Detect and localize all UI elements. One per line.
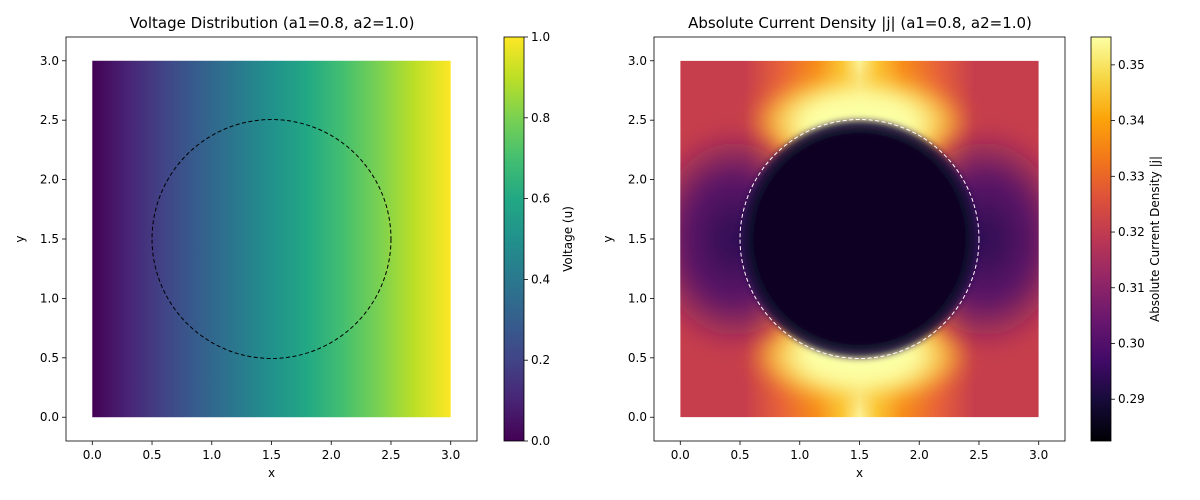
y-tick-label: 2.0: [628, 173, 647, 187]
colorbar-tick-label: 0.6: [531, 192, 550, 206]
y-tick-label: 0.0: [40, 410, 59, 424]
y-tick-label: 1.5: [40, 232, 59, 246]
voltage-chart-title: Voltage Distribution (a1=0.8, a2=1.0): [130, 14, 415, 32]
y-tick-label: 2.5: [628, 113, 647, 127]
y-tick-label: 1.0: [628, 291, 647, 305]
current-density-colorbar-ticks: 0.29 0.30 0.31 0.32 0.33 0.34 0.35: [1111, 58, 1145, 406]
colorbar-tick-label: 0.32: [1118, 225, 1145, 239]
x-tick-label: 0.5: [142, 448, 161, 462]
current-density-chart-title: Absolute Current Density |j| (a1=0.8, a2…: [688, 14, 1032, 32]
voltage-colorbar-ticks: 0.0 0.2 0.4 0.6 0.8 1.0: [524, 30, 550, 448]
voltage-colorbar: [504, 37, 524, 441]
colorbar-tick-label: 0.33: [1118, 169, 1145, 183]
x-tick-label: 0.0: [83, 448, 102, 462]
x-tick-label: 0.0: [671, 448, 690, 462]
x-tick-label: 1.5: [262, 448, 281, 462]
voltage-inclusion-circle: [151, 119, 392, 359]
y-tick-label: 0.5: [628, 351, 647, 365]
voltage-colorbar-frame: [503, 36, 525, 442]
current-density-inclusion-circle: [739, 119, 980, 359]
x-tick-label: 3.0: [441, 448, 460, 462]
current-density-x-ticks: 0.0 0.5 1.0 1.5 2.0 2.5 3.0: [671, 441, 1048, 462]
current-density-y-ticks: 0.0 0.5 1.0 1.5 2.0 2.5 3.0: [628, 54, 654, 424]
current-density-colorbar-label: Absolute Current Density |j|: [1148, 156, 1162, 322]
x-tick-label: 2.5: [381, 448, 400, 462]
y-tick-label: 3.0: [40, 54, 59, 68]
y-tick-label: 0.5: [40, 351, 59, 365]
colorbar-tick-label: 1.0: [531, 30, 550, 44]
voltage-field: [92, 60, 451, 418]
colorbar-tick-label: 0.4: [531, 272, 550, 286]
y-tick-label: 2.0: [40, 173, 59, 187]
current-density-panel: Absolute Current Density |j| (a1=0.8, a2…: [601, 14, 1162, 480]
voltage-panel: Voltage Distribution (a1=0.8, a2=1.0) 0.…: [13, 14, 575, 480]
current-density-colorbar: [1091, 37, 1111, 441]
voltage-y-axis-label: y: [13, 235, 27, 242]
x-tick-label: 1.0: [202, 448, 221, 462]
colorbar-tick-label: 0.8: [531, 111, 550, 125]
voltage-y-ticks: 0.0 0.5 1.0 1.5 2.0 2.5 3.0: [40, 54, 66, 424]
colorbar-tick-label: 0.35: [1118, 58, 1145, 72]
x-tick-label: 2.0: [910, 448, 929, 462]
y-tick-label: 2.5: [40, 113, 59, 127]
colorbar-tick-label: 0.29: [1118, 392, 1145, 406]
current-density-field: [680, 60, 1039, 418]
x-tick-label: 1.0: [790, 448, 809, 462]
current-density-inclusion-core: [737, 117, 982, 361]
x-tick-label: 0.5: [730, 448, 749, 462]
y-tick-label: 0.0: [628, 410, 647, 424]
voltage-x-axis-label: x: [268, 466, 275, 480]
x-tick-label: 3.0: [1029, 448, 1048, 462]
current-density-x-axis-label: x: [856, 466, 863, 480]
x-tick-label: 1.5: [850, 448, 869, 462]
y-tick-label: 3.0: [628, 54, 647, 68]
colorbar-tick-label: 0.0: [531, 434, 550, 448]
current-density-colorbar-frame: [1090, 36, 1112, 442]
y-tick-label: 1.0: [40, 291, 59, 305]
colorbar-tick-label: 0.30: [1118, 336, 1145, 350]
y-tick-label: 1.5: [628, 232, 647, 246]
voltage-x-ticks: 0.0 0.5 1.0 1.5 2.0 2.5 3.0: [83, 441, 460, 462]
x-tick-label: 2.0: [322, 448, 341, 462]
voltage-colorbar-label: Voltage (u): [561, 206, 575, 272]
colorbar-tick-label: 0.34: [1118, 114, 1145, 128]
colorbar-tick-label: 0.2: [531, 353, 550, 367]
colorbar-tick-label: 0.31: [1118, 281, 1145, 295]
x-tick-label: 2.5: [969, 448, 988, 462]
current-density-y-axis-label: y: [601, 235, 615, 242]
